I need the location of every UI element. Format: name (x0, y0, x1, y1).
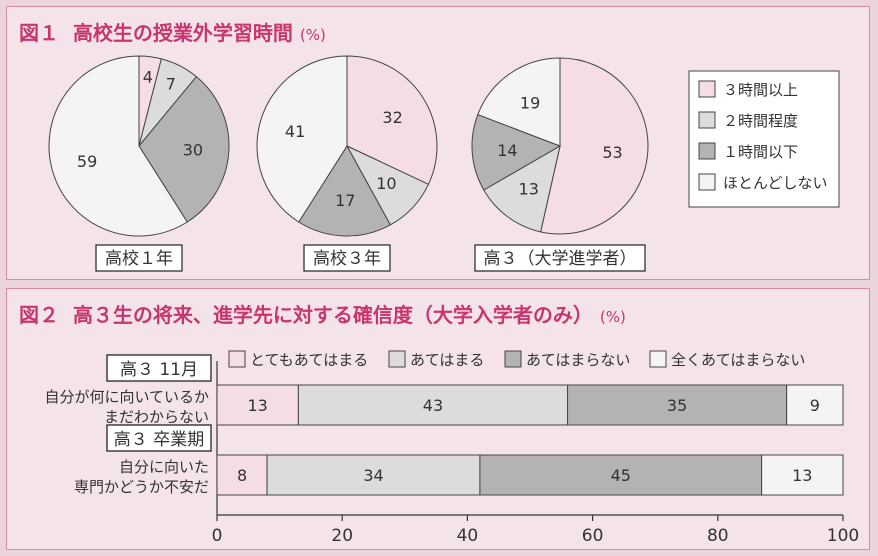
category-sublabel: まだわからない (104, 408, 209, 426)
figure-1-title: 図１ 高校生の授業外学習時間 (%) (19, 17, 326, 46)
category-label: 高３ 卒業期 (114, 430, 204, 450)
category-box (106, 424, 212, 452)
pie-value-label: 14 (497, 141, 517, 160)
legend-label: あてはまらない (526, 351, 630, 369)
pie-slice (48, 55, 188, 237)
pie-value-label: 59 (77, 152, 97, 171)
pie-value-label: 17 (335, 191, 355, 210)
bar-value-label: 45 (611, 466, 631, 485)
category-label: 高３ 11月 (120, 360, 198, 380)
bar-value-label: 8 (237, 466, 247, 485)
x-tick-label: 80 (707, 526, 729, 546)
pie-chart-2: 32 10 17 41 高校３年 (256, 55, 438, 272)
x-axis: 0 20 40 60 80 100 (212, 361, 859, 546)
pie-value-label: 7 (166, 75, 176, 94)
figure-2-text: 高３生の将来、進学先に対する確信度（大学入学者のみ） (72, 303, 593, 327)
pie-title-box (474, 244, 646, 272)
figure-2-unit: (%) (599, 308, 626, 326)
bar-segment (266, 454, 481, 496)
category-sublabel: 自分が何に向いているか (44, 388, 209, 406)
bar-segment (216, 384, 299, 426)
figure-1-panel: 図１ 高校生の授業外学習時間 (%) 4 7 30 59 高校１年 32 10 17 41 高校３… (6, 6, 870, 280)
pie-title: 高校１年 (105, 249, 173, 269)
pie-value-label: 13 (519, 180, 539, 199)
pie-value-label: 19 (520, 94, 540, 113)
legend-swatch (649, 350, 667, 368)
bar-value-label: 13 (792, 466, 812, 485)
category-sublabel: 専門かどうか不安だ (74, 478, 209, 496)
legend-fig2: とてもあてはまる あてはまる あてはまらない 全くあてはまらない (228, 350, 805, 369)
category-sublabel: 自分に向いた (119, 458, 209, 476)
bar-segment (786, 384, 844, 426)
pie-title: 高３（大学進学者） (484, 249, 637, 269)
legend-swatch (504, 350, 522, 368)
bar-segment (479, 454, 763, 496)
figure-1-unit: (%) (299, 26, 326, 44)
bar-value-label: 43 (423, 396, 443, 415)
legend-swatch (698, 173, 716, 191)
x-tick-label: 0 (212, 526, 223, 546)
legend-swatch (228, 350, 246, 368)
x-tick-label: 20 (331, 526, 353, 546)
pie-slice (477, 57, 561, 147)
pie-slice (138, 75, 230, 223)
pie-slice (540, 57, 649, 235)
bar-value-label: 13 (248, 396, 268, 415)
figure-1-text: 高校生の授業外学習時間 (72, 21, 293, 45)
category-box (106, 354, 212, 382)
legend-swatch (698, 142, 716, 160)
x-tick-label: 60 (582, 526, 604, 546)
pie-title-box (303, 244, 391, 272)
pie-value-label: 41 (285, 122, 305, 141)
legend-label: ２時間程度 (723, 112, 798, 130)
pie-value-label: 10 (376, 174, 396, 193)
pie-title-box (95, 244, 183, 272)
stacked-bar-chart: とてもあてはまる あてはまる あてはまらない 全くあてはまらない 0 20 40 60 80 10… (44, 350, 859, 546)
pie-value-label: 32 (382, 108, 402, 127)
legend-label: １時間以下 (723, 143, 798, 161)
pie-slice (298, 145, 392, 237)
legend-label: 全くあてはまらない (671, 351, 805, 369)
figure-2-title: 図２ 高３生の将来、進学先に対する確信度（大学入学者のみ） (%) (19, 299, 626, 328)
bar-value-label: 35 (667, 396, 687, 415)
pie-slice (346, 55, 438, 185)
figure-1-number: 図１ (19, 21, 59, 45)
x-tick-label: 40 (457, 526, 479, 546)
legend-swatch (698, 111, 716, 129)
legend-swatch (388, 350, 406, 368)
pie-slice (471, 113, 562, 191)
figure-2-number: 図２ (19, 303, 59, 327)
legend-label: ほとんどしない (723, 174, 828, 192)
pie-charts: 4 7 30 59 高校１年 32 10 17 41 高校３年 53 13 14 19 高３（大学進学者） ３… (48, 55, 840, 272)
bar-value-label: 9 (810, 396, 820, 415)
pie-slice (483, 144, 561, 233)
bar-segment (297, 384, 569, 426)
legend-label: ３時間以上 (723, 81, 798, 99)
figure-2-panel: 図２ 高３生の将来、進学先に対する確信度（大学入学者のみ） (%) とてもあては… (6, 288, 870, 550)
x-tick-label: 100 (827, 526, 859, 546)
legend-label: あてはまる (410, 351, 484, 369)
pie-value-label: 30 (183, 140, 203, 159)
pie-value-label: 53 (602, 143, 622, 162)
pie-title: 高校３年 (313, 249, 381, 269)
pie-chart-1: 4 7 30 59 高校１年 (48, 55, 230, 272)
bar-value-label: 34 (363, 466, 383, 485)
bar-segment (761, 454, 844, 496)
pie-chart-3: 53 13 14 19 高３（大学進学者） (471, 57, 649, 272)
pie-slice (256, 55, 348, 223)
legend-swatch (698, 80, 716, 98)
pie-value-label: 4 (143, 67, 153, 86)
legend-label: とてもあてはまる (250, 351, 368, 369)
